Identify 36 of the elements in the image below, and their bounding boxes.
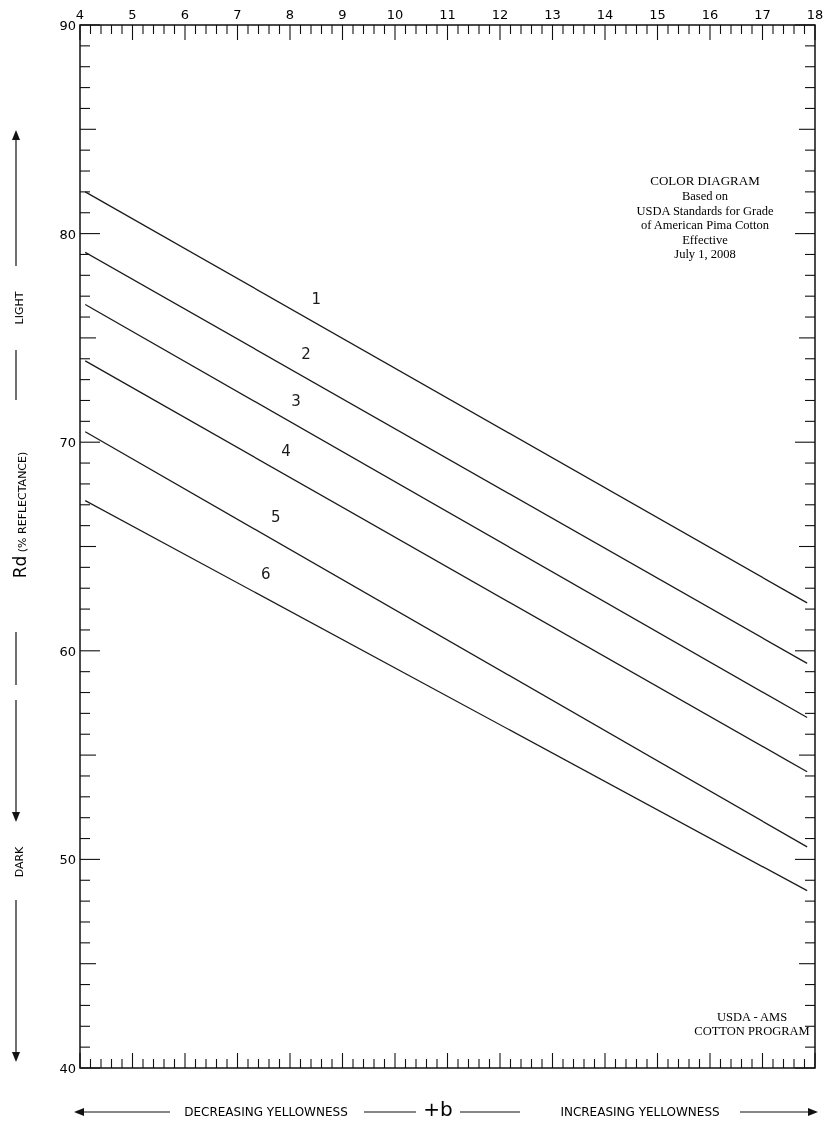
x-tick-label: 6 — [180, 7, 190, 22]
x-tick-label: 18 — [806, 7, 824, 22]
y-tick-label: 90 — [59, 18, 76, 33]
text: DARK — [13, 845, 26, 878]
x-tick-label: 9 — [338, 7, 347, 22]
series-label: 5 — [271, 507, 281, 526]
y-tick-label: 60 — [59, 643, 76, 659]
text: DECREASING YELLOWNESS — [184, 1104, 348, 1119]
series-label: 3 — [291, 391, 301, 410]
y-axis-title: Rd (% REFLECTANCE) — [10, 451, 30, 579]
x-tick-label: 14 — [596, 7, 614, 22]
series-label: 4 — [281, 441, 291, 460]
text: Based on USDA Standards for Grade of American Pima Cotton Effective July 1, 2008 — [636, 189, 775, 261]
text: LIGHT — [13, 291, 26, 325]
x-tick-label: 12 — [491, 7, 509, 22]
y-tick-label: 50 — [59, 852, 76, 868]
x-tick-label: 4 — [75, 7, 85, 22]
text: INCREASING YELLOWNESS — [560, 1104, 720, 1119]
x-tick-label: 17 — [754, 7, 771, 22]
x-tick-label: 5 — [128, 7, 137, 22]
x-tick-label: 8 — [285, 7, 295, 22]
x-tick-label: 11 — [439, 7, 456, 22]
series-label: 6 — [260, 564, 271, 583]
x-tick-label: 15 — [649, 7, 666, 22]
y-tick-label: 40 — [59, 1061, 76, 1076]
y-tick-label: 80 — [59, 226, 76, 242]
x-tick-label: 13 — [544, 7, 561, 22]
series-label: 1 — [311, 289, 322, 308]
series-label: 2 — [301, 344, 311, 363]
annotation: USDA - AMS COTTON PROGRAM — [694, 1009, 810, 1039]
x-tick-label: 16 — [701, 7, 719, 22]
x-tick-label: 7 — [233, 7, 242, 22]
x-tick-label: 10 — [386, 7, 404, 22]
text: COLOR DIAGRAM — [650, 173, 761, 188]
x-axis-title: +b — [423, 1097, 453, 1121]
y-tick-label: 70 — [59, 435, 76, 451]
